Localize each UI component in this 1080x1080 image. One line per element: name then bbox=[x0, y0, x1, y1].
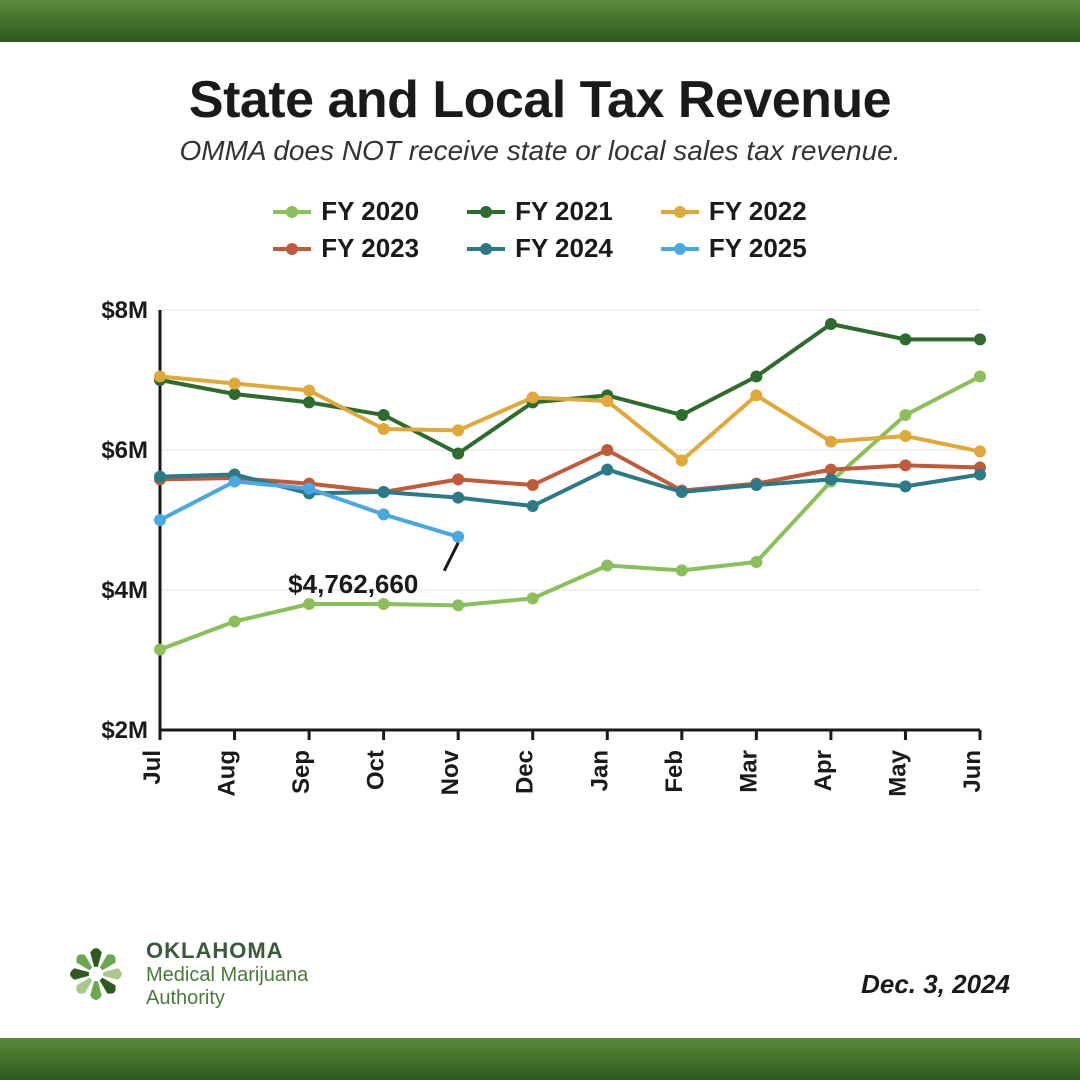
legend-swatch-icon bbox=[467, 247, 505, 251]
bottom-band bbox=[0, 1038, 1080, 1080]
legend-swatch-icon bbox=[273, 247, 311, 251]
chart-title: State and Local Tax Revenue bbox=[0, 70, 1080, 130]
svg-text:$6M: $6M bbox=[101, 437, 148, 464]
legend-row: FY 2020 FY 2021 FY 2022 bbox=[0, 196, 1080, 227]
svg-text:Oct: Oct bbox=[363, 750, 390, 790]
legend-item: FY 2023 bbox=[273, 233, 419, 264]
legend-row: FY 2023 FY 2024 FY 2025 bbox=[0, 233, 1080, 264]
svg-text:Sep: Sep bbox=[288, 750, 315, 794]
legend-swatch-icon bbox=[661, 247, 699, 251]
svg-text:May: May bbox=[884, 749, 911, 796]
omma-logo: OKLAHOMA Medical Marijuana Authority bbox=[60, 938, 308, 1010]
revenue-chart: $2M $4M $6M $8M Jul Aug Sep Oct Nov Dec Jan Feb Mar A… bbox=[90, 300, 990, 820]
legend-swatch-icon bbox=[661, 210, 699, 214]
footer-date: Dec. 3, 2024 bbox=[861, 969, 1010, 1000]
legend-item: FY 2022 bbox=[661, 196, 807, 227]
logo-line2: Medical Marijuana bbox=[146, 964, 308, 987]
logo-mark-icon bbox=[60, 938, 132, 1010]
svg-text:Jul: Jul bbox=[139, 750, 166, 785]
legend-swatch-icon bbox=[273, 210, 311, 214]
svg-text:$2M: $2M bbox=[101, 717, 148, 744]
svg-text:Apr: Apr bbox=[810, 750, 837, 791]
svg-text:Jun: Jun bbox=[959, 750, 986, 793]
legend-label: FY 2023 bbox=[321, 233, 419, 264]
page-root: State and Local Tax Revenue OMMA does NO… bbox=[0, 0, 1080, 1080]
legend: FY 2020FY 2021FY 2022FY 2023FY 2024FY 20… bbox=[0, 190, 1080, 270]
chart-subtitle: OMMA does NOT receive state or local sal… bbox=[0, 135, 1080, 167]
chart-svg: $2M $4M $6M $8M Jul Aug Sep Oct Nov Dec Jan Feb Mar A… bbox=[90, 300, 990, 820]
legend-label: FY 2021 bbox=[515, 196, 613, 227]
svg-text:Dec: Dec bbox=[512, 750, 539, 794]
svg-text:Feb: Feb bbox=[661, 750, 688, 793]
top-band bbox=[0, 0, 1080, 42]
svg-text:$8M: $8M bbox=[101, 300, 148, 324]
svg-text:Nov: Nov bbox=[437, 749, 464, 795]
legend-label: FY 2020 bbox=[321, 196, 419, 227]
legend-item: FY 2021 bbox=[467, 196, 613, 227]
legend-label: FY 2022 bbox=[709, 196, 807, 227]
legend-item: FY 2020 bbox=[273, 196, 419, 227]
data-annotation: $4,762,660 bbox=[288, 569, 418, 600]
logo-line1: OKLAHOMA bbox=[146, 938, 308, 964]
svg-text:$4M: $4M bbox=[101, 577, 148, 604]
legend-label: FY 2025 bbox=[709, 233, 807, 264]
logo-text: OKLAHOMA Medical Marijuana Authority bbox=[146, 938, 308, 1010]
svg-text:Jan: Jan bbox=[586, 750, 613, 791]
svg-text:Mar: Mar bbox=[735, 750, 762, 793]
legend-label: FY 2024 bbox=[515, 233, 613, 264]
legend-swatch-icon bbox=[467, 210, 505, 214]
legend-item: FY 2025 bbox=[661, 233, 807, 264]
svg-text:Aug: Aug bbox=[214, 750, 241, 797]
logo-line3: Authority bbox=[146, 987, 308, 1010]
legend-item: FY 2024 bbox=[467, 233, 613, 264]
